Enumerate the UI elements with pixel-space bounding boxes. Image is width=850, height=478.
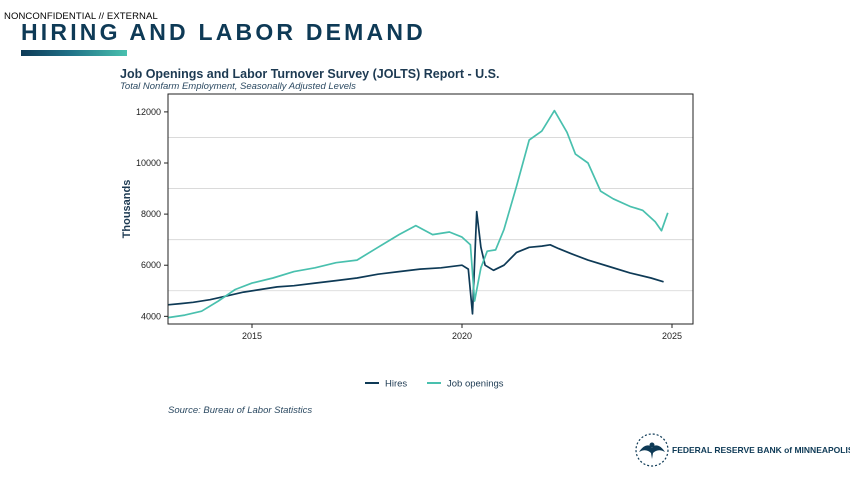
series-line-job-openings xyxy=(167,109,669,319)
y-axis: 4000 6000 8000 10000 12000 xyxy=(136,107,168,321)
chart-subtitle: Total Nonfarm Employment, Seasonally Adj… xyxy=(120,81,356,92)
y-tick-label: 4000 xyxy=(141,311,161,321)
y-tick-label: 6000 xyxy=(141,260,161,270)
chart-title: Job Openings and Labor Turnover Survey (… xyxy=(120,67,499,81)
x-tick-label: 2020 xyxy=(452,331,472,341)
chart-legend: Hires Job openings xyxy=(365,379,504,390)
eagle-seal-icon xyxy=(635,433,669,467)
legend-label-job-openings: Job openings xyxy=(447,379,504,390)
plot-panel-border xyxy=(167,93,694,325)
x-tick-label: 2025 xyxy=(662,331,682,341)
series-lines xyxy=(167,109,669,319)
slide-title: HIRING AND LABOR DEMAND xyxy=(21,19,426,45)
y-tick-label: 10000 xyxy=(136,158,161,168)
source-note: Source: Bureau of Labor Statistics xyxy=(168,405,313,416)
y-tick-label: 12000 xyxy=(136,107,161,117)
x-axis: 2015 2020 2025 xyxy=(242,324,682,341)
series-line-hires xyxy=(167,210,664,315)
y-tick-label: 8000 xyxy=(141,209,161,219)
fed-minneapolis-logo: FEDERAL RESERVE BANK of MINNEAPOLIS xyxy=(634,432,850,468)
title-underline-bar xyxy=(21,50,127,56)
legend-label-hires: Hires xyxy=(385,379,407,390)
x-tick-label: 2015 xyxy=(242,331,262,341)
classification-label: NONCONFIDENTIAL // EXTERNAL xyxy=(4,11,158,22)
y-axis-title: Thousands xyxy=(121,180,133,239)
logo-text: FEDERAL RESERVE BANK of MINNEAPOLIS xyxy=(672,445,850,455)
